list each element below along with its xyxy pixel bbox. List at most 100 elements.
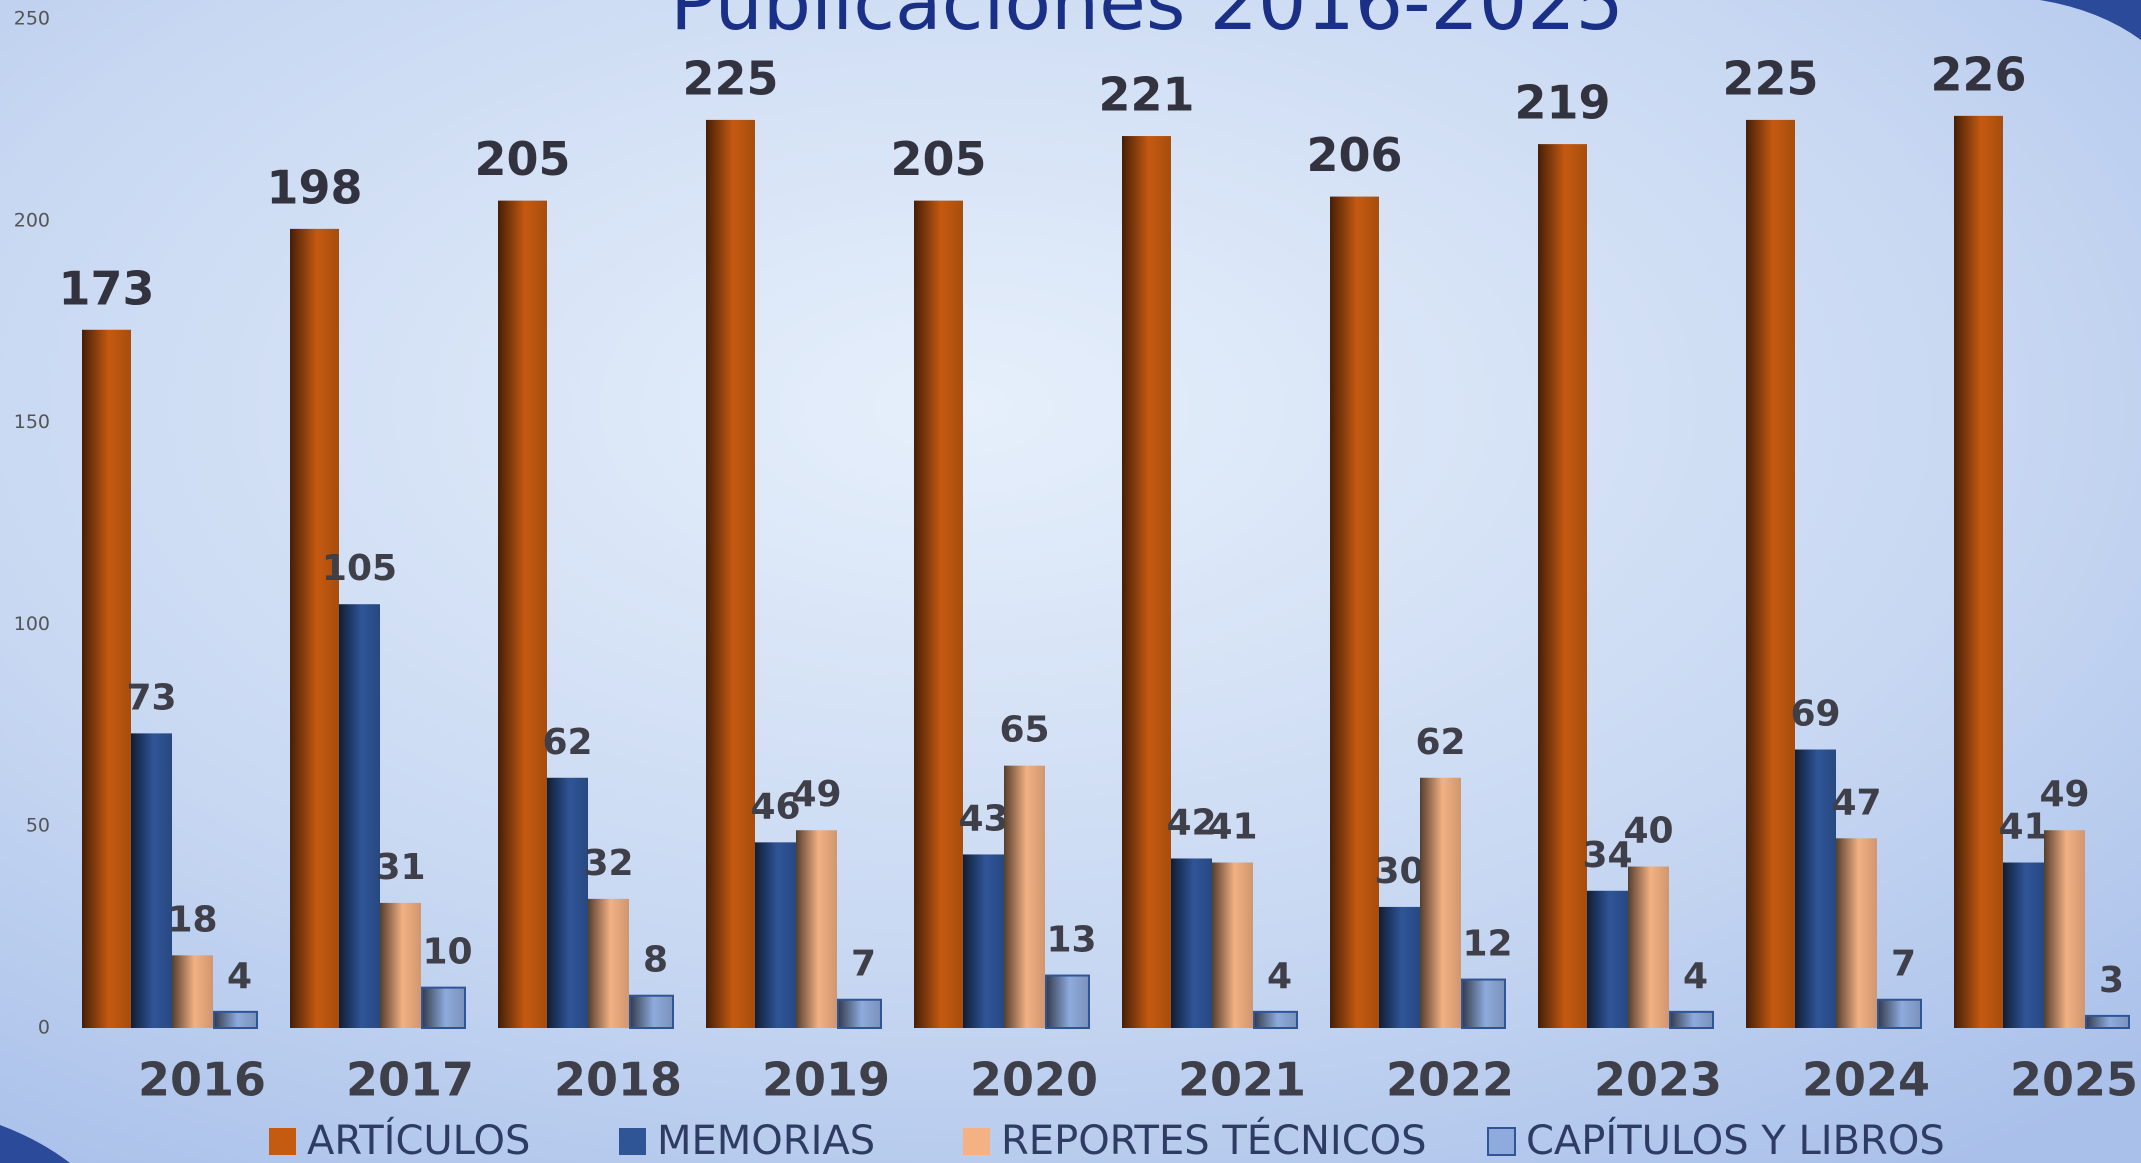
data-label: 173 [58,261,154,315]
data-label: 42 [1166,802,1216,843]
data-label: 40 [1623,811,1673,852]
data-label: 105 [322,548,397,589]
bar [1746,119,1795,1028]
data-label: 49 [791,774,841,815]
bar [339,604,380,1028]
data-label: 219 [1514,76,1610,130]
bar [547,777,588,1028]
bar [1628,866,1669,1028]
data-label: 4 [1683,956,1708,997]
bar [213,1010,258,1030]
x-tick-label: 2021 [1178,1053,1306,1107]
data-label: 221 [1098,68,1194,122]
x-tick-label: 2025 [2010,1053,2138,1107]
bar [2085,1014,2130,1030]
data-label: 206 [1306,128,1402,182]
bar [1171,858,1212,1028]
data-label: 13 [1046,920,1096,961]
corner-decoration [0,1125,70,1163]
y-tick-label: 50 [26,815,50,837]
bar [131,733,172,1028]
data-label: 41 [1207,807,1257,848]
data-label: 31 [375,847,425,888]
data-label: 73 [126,677,176,718]
data-label: 46 [750,786,800,827]
x-tick-label: 2017 [346,1053,474,1107]
bar [421,986,466,1030]
legend-label: CAPÍTULOS Y LIBROS [1526,1116,1945,1163]
bar [498,200,547,1028]
y-tick-label: 150 [14,411,50,433]
bar [1122,136,1171,1028]
data-label: 49 [2039,774,2089,815]
data-label: 47 [1831,782,1881,823]
data-label: 62 [1415,722,1465,763]
data-label: 62 [542,722,592,763]
bar [82,329,131,1029]
x-tick-label: 2024 [1802,1053,1930,1107]
bar [2044,830,2085,1028]
bar [1253,1010,1298,1030]
bar [706,119,755,1028]
bar [1004,765,1045,1028]
legend-swatch [963,1128,990,1155]
bar [629,994,674,1029]
x-tick-label: 2019 [762,1053,890,1107]
bar [1461,978,1506,1029]
data-label: 18 [167,899,217,940]
chart-title: Publicaciones 2016-2025 [670,0,1624,47]
legend-label: ARTÍCULOS [307,1116,530,1163]
y-tick-label: 0 [38,1017,50,1039]
bar [1954,115,2003,1028]
bar [837,998,882,1029]
data-label: 3 [2099,960,2124,1001]
bar [1877,998,1922,1029]
bar [914,200,963,1028]
data-label: 4 [227,956,252,997]
bar [1212,862,1253,1028]
data-label: 225 [682,51,778,105]
y-tick-label: 100 [14,613,50,635]
bar [1420,777,1461,1028]
bar [588,898,629,1028]
bar [755,842,796,1028]
data-label: 65 [999,710,1049,751]
bar [1669,1010,1714,1030]
data-label: 205 [890,132,986,186]
bar [963,854,1004,1028]
data-label: 225 [1722,51,1818,105]
bar [2003,862,2044,1028]
legend-label: MEMORIAS [657,1118,875,1163]
data-label: 4 [1267,956,1292,997]
bar [1538,144,1587,1029]
bar [1379,906,1420,1028]
bar [1587,890,1628,1028]
data-label: 10 [422,932,472,973]
data-label: 7 [1891,944,1916,985]
bar [1045,974,1090,1029]
data-label: 30 [1374,851,1424,892]
data-label: 41 [1998,807,2048,848]
legend-label: REPORTES TÉCNICOS [1001,1116,1427,1163]
x-tick-label: 2022 [1386,1053,1514,1107]
legend: ARTÍCULOS MEMORIAS REPORTES TÉCNICOS CAPÍTU… [269,1116,1945,1163]
x-tick-label: 2018 [554,1053,682,1107]
bar [1795,749,1836,1028]
bar [796,830,837,1028]
bar [172,955,213,1028]
data-label: 32 [583,843,633,884]
data-label: 198 [266,160,362,214]
data-label: 43 [958,798,1008,839]
data-label: 205 [474,132,570,186]
bar [1330,196,1379,1029]
x-tick-label: 2016 [138,1053,266,1107]
y-tick-label: 200 [14,209,50,231]
corner-decoration [2040,0,2141,40]
data-label: 69 [1790,694,1840,735]
data-label: 12 [1462,924,1512,965]
y-tick-label: 250 [14,8,50,30]
bar [290,228,339,1028]
x-tick-label: 2023 [1594,1053,1722,1107]
x-tick-label: 2020 [970,1053,1098,1107]
